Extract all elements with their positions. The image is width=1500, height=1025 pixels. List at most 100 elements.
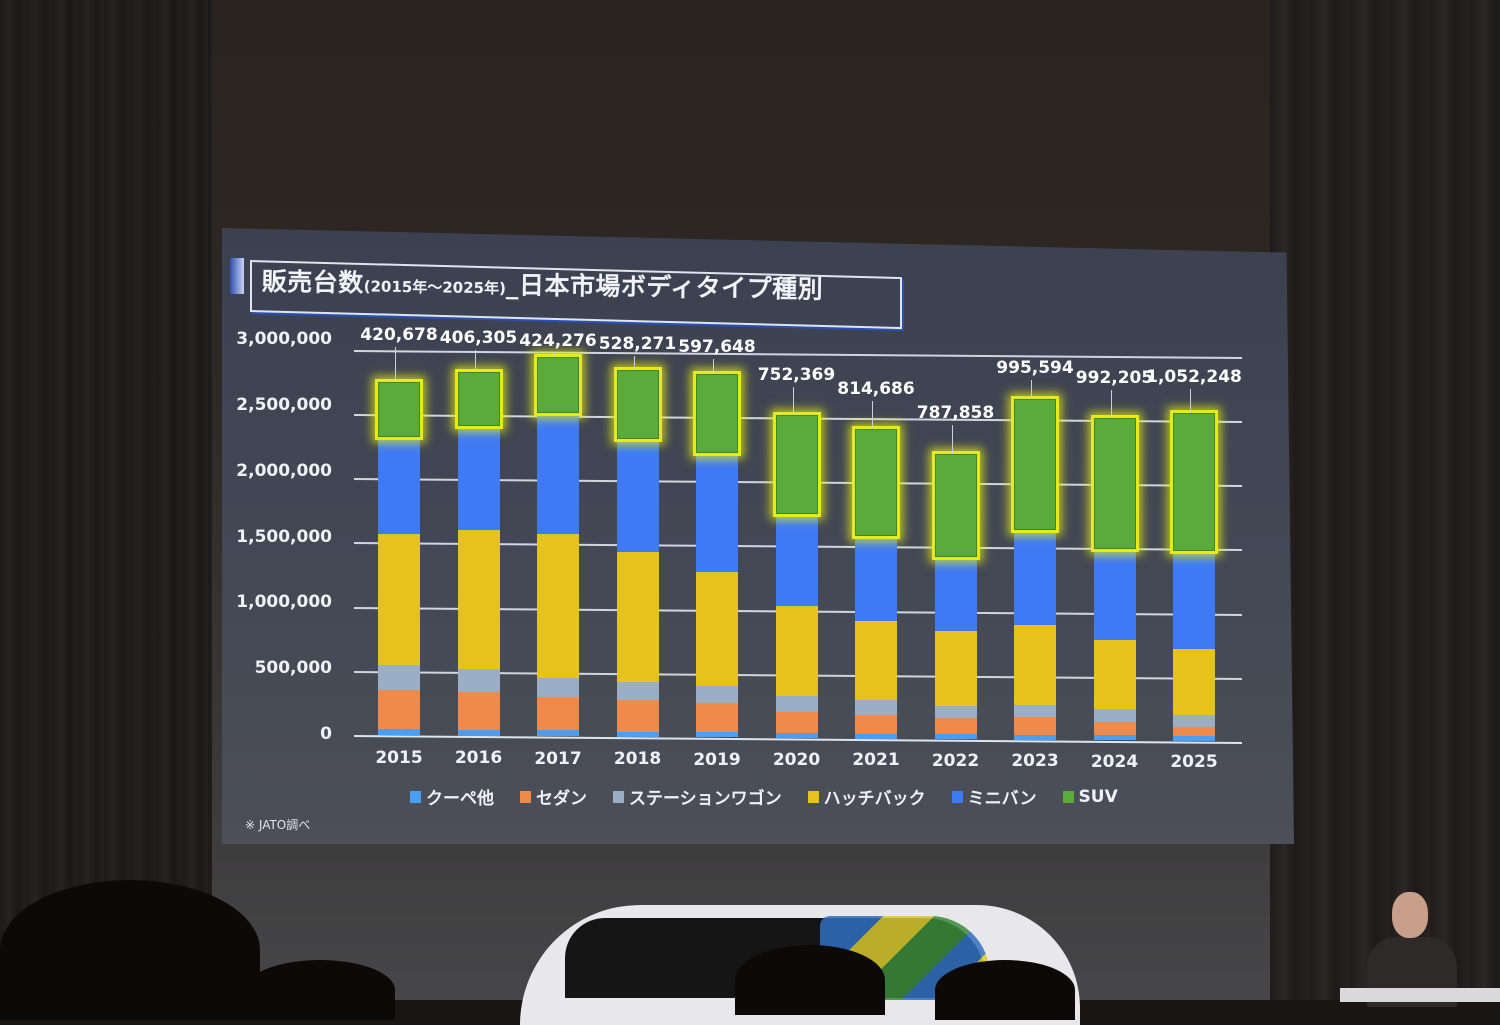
legend-item: ハッチバック (807, 784, 926, 809)
bar-segment-1 (775, 712, 818, 734)
x-axis-tick-label: 2023 (1011, 751, 1059, 772)
stage-curtain-right (1270, 0, 1500, 1000)
bar-segment-5 (1093, 418, 1136, 549)
legend-item: ステーションワゴン (613, 784, 782, 809)
legend-swatch-icon (1062, 790, 1074, 803)
bar-segment-1 (616, 699, 659, 732)
suv-value-label: 597,648 (678, 337, 756, 357)
audience-head (735, 945, 885, 1015)
podium (1340, 988, 1500, 1002)
legend-swatch-icon (951, 790, 963, 803)
suv-value-label: 1,052,248 (1146, 367, 1242, 387)
source-note: ※ JATO調べ (245, 818, 311, 832)
bar-segment-5 (457, 372, 500, 426)
suv-value-label: 814,686 (837, 378, 915, 399)
legend-item: SUV (1062, 786, 1118, 807)
suv-value-label: 992,205 (1075, 368, 1154, 389)
bar-segment-5 (775, 415, 818, 515)
bar-segment-2 (855, 700, 897, 715)
audience-head (0, 880, 260, 1020)
bar-segment-2 (775, 695, 818, 713)
suv-value-label: 995,594 (996, 358, 1074, 378)
bar-segment-2 (1014, 704, 1056, 718)
bar-segment-0 (616, 731, 659, 737)
x-axis-tick-label: 2020 (772, 750, 821, 770)
bar-segment-2 (1173, 714, 1215, 727)
chart-legend: クーペ他 セダン ステーションワゴン ハッチバック ミニバン SUV (410, 784, 1118, 809)
bar-segment-3 (537, 534, 579, 678)
bar-segment-2 (537, 677, 579, 698)
bar-segment-3 (775, 606, 818, 696)
bar-segment-5 (1014, 398, 1056, 530)
legend-label: ミニバン (967, 789, 1037, 809)
label-leader-line (1031, 380, 1032, 399)
bar-segment-0 (378, 729, 420, 735)
y-axis-tick-label: 500,000 (254, 658, 332, 679)
x-axis-tick-label: 2015 (375, 748, 423, 768)
x-axis-tick-label: 2019 (693, 749, 741, 770)
audience-head (935, 960, 1075, 1020)
legend-swatch-icon (807, 790, 819, 803)
title-accent-bar (230, 258, 244, 294)
bar-segment-0 (537, 730, 579, 737)
bar-segment-3 (378, 534, 420, 665)
legend-label: セダン (536, 789, 587, 809)
bar-segment-5 (934, 453, 977, 558)
x-axis-tick-label: 2018 (613, 749, 662, 770)
bar-segment-1 (1173, 726, 1215, 737)
suv-value-label: 528,271 (598, 334, 677, 354)
bar-segment-2 (616, 682, 659, 700)
title-period: (2015年～2025年) (363, 277, 507, 298)
bar-segment-1 (696, 703, 738, 733)
legend-label: クーペ他 (426, 789, 494, 809)
bar-segment-2 (1093, 709, 1136, 722)
bar-segment-3 (1173, 648, 1215, 715)
legend-item: クーペ他 (410, 784, 494, 809)
y-axis-tick-label: 2,000,000 (236, 460, 332, 481)
legend-label: SUV (1078, 786, 1118, 807)
title-main: 販売台数 (261, 266, 364, 298)
x-axis-tick-label: 2017 (534, 748, 582, 769)
bar-segment-4 (696, 453, 738, 572)
label-leader-line (713, 359, 714, 375)
label-leader-line (1190, 389, 1191, 413)
bar-segment-1 (457, 692, 500, 730)
x-axis-tick-label: 2016 (454, 748, 503, 769)
y-axis-tick-label: 1,000,000 (236, 592, 332, 613)
x-axis-tick-label: 2022 (931, 750, 980, 771)
bar-segment-5 (378, 382, 420, 438)
bar-segment-4 (457, 425, 500, 530)
bar-segment-4 (775, 514, 818, 607)
x-axis-tick-label: 2021 (852, 750, 900, 771)
stage-curtain-left (0, 0, 212, 1000)
bar-segment-5 (1173, 412, 1215, 552)
bar-segment-3 (457, 529, 500, 670)
legend-item: セダン (520, 784, 587, 809)
bar-segment-0 (1173, 736, 1215, 741)
bar-segment-4 (855, 535, 897, 622)
audience-head (245, 960, 395, 1020)
bar-segment-3 (855, 621, 897, 701)
bar-segment-4 (934, 557, 977, 632)
bar-segment-1 (855, 714, 897, 734)
bar-segment-5 (855, 428, 897, 536)
bar-segment-0 (696, 732, 738, 738)
bar-segment-0 (1014, 734, 1056, 740)
suv-value-label: 406,305 (439, 328, 518, 348)
bar-segment-2 (696, 686, 738, 704)
bar-segment-4 (378, 437, 420, 535)
legend-swatch-icon (520, 790, 531, 803)
bar-segment-1 (1093, 721, 1136, 736)
bar-segment-2 (378, 664, 420, 690)
y-axis-tick-label: 1,500,000 (236, 526, 332, 547)
bar-segment-0 (457, 729, 500, 736)
bar-segment-1 (378, 689, 420, 730)
suv-value-label: 420,678 (360, 325, 438, 345)
title-rest: _日本市場ボディタイプ種別 (505, 270, 824, 304)
legend-swatch-icon (613, 790, 624, 803)
bar-segment-0 (1093, 735, 1136, 741)
bar-segment-4 (537, 412, 579, 535)
suv-value-label: 752,369 (757, 365, 836, 386)
speaker-head (1392, 892, 1428, 938)
bar-segment-5 (616, 369, 659, 440)
